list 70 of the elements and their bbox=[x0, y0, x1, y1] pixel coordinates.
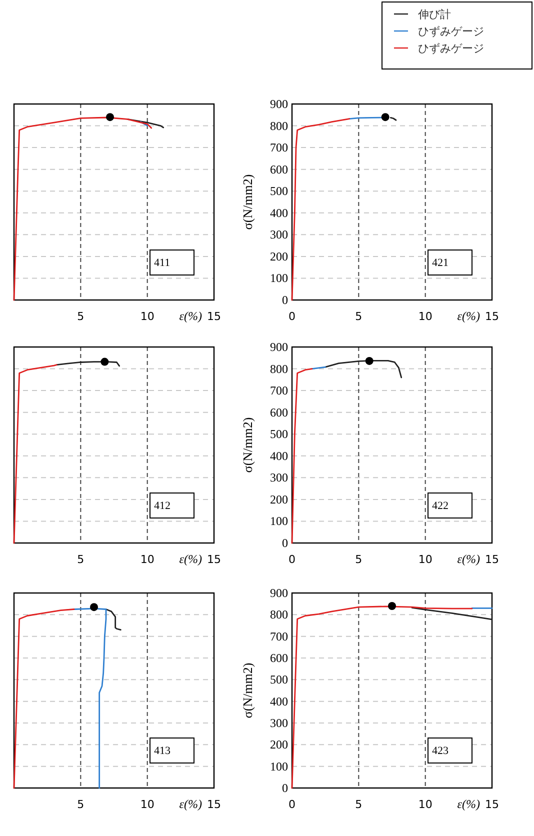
y-tick-label: 500 bbox=[270, 184, 288, 198]
y-tick-label: 700 bbox=[270, 140, 288, 155]
x-tick-label: 5 bbox=[77, 798, 84, 811]
y-tick-label: 700 bbox=[270, 384, 288, 398]
y-tick-label: 200 bbox=[270, 492, 288, 506]
x-tick-label: 5 bbox=[355, 798, 362, 811]
x-axis-title: ε(%) bbox=[179, 797, 202, 811]
y-tick-label: 300 bbox=[270, 716, 288, 730]
x-tick-label: 10 bbox=[418, 310, 432, 323]
y-tick-label: 700 bbox=[270, 629, 288, 644]
x-tick-label: 15 bbox=[207, 310, 221, 323]
y-tick-label: 0 bbox=[282, 293, 288, 307]
y-tick-label: 100 bbox=[270, 514, 288, 528]
x-tick-label: 5 bbox=[355, 310, 362, 323]
y-axis-title: σ(N/mm2) bbox=[240, 417, 255, 473]
y-axis-title: σ(N/mm2) bbox=[240, 662, 255, 718]
x-tick-label: 5 bbox=[77, 310, 84, 323]
x-tick-label: 10 bbox=[418, 798, 432, 811]
legend-label: 伸び計 bbox=[418, 8, 451, 21]
x-tick-label: 15 bbox=[485, 310, 499, 323]
line-series bbox=[291, 606, 473, 789]
y-tick-label: 800 bbox=[270, 608, 288, 622]
y-tick-label: 900 bbox=[270, 97, 288, 111]
y-tick-label: 900 bbox=[270, 586, 288, 600]
y-tick-label: 300 bbox=[270, 470, 288, 485]
x-tick-label: 15 bbox=[207, 798, 221, 811]
legend-label: ひずみゲージ bbox=[418, 42, 484, 55]
y-tick-label: 200 bbox=[270, 249, 288, 264]
annotation: 412 bbox=[154, 500, 170, 512]
y-tick-label: 400 bbox=[270, 694, 288, 708]
annotation: 413 bbox=[154, 745, 171, 757]
x-axis-title: ε(%) bbox=[179, 552, 202, 566]
x-tick-label: 15 bbox=[485, 553, 499, 566]
x-tick-label: 5 bbox=[355, 553, 362, 566]
line-series bbox=[411, 607, 493, 620]
y-tick-label: 400 bbox=[270, 206, 288, 220]
y-axis-title: σ(N/mm2) bbox=[240, 174, 255, 230]
x-tick-label: 10 bbox=[140, 553, 154, 566]
x-tick-label: 15 bbox=[207, 553, 221, 566]
y-tick-label: 0 bbox=[282, 536, 288, 550]
y-tick-label: 800 bbox=[270, 118, 288, 133]
y-tick-label: 600 bbox=[270, 405, 288, 420]
x-axis-title: ε(%) bbox=[457, 552, 480, 566]
y-tick-label: 100 bbox=[270, 271, 288, 286]
y-tick-label: 500 bbox=[270, 427, 288, 442]
line-series bbox=[291, 118, 350, 301]
y-tick-label: 600 bbox=[270, 651, 288, 665]
annotation: 423 bbox=[432, 745, 449, 757]
x-tick-label: 15 bbox=[485, 798, 499, 811]
y-tick-label: 900 bbox=[270, 340, 288, 354]
y-tick-label: 800 bbox=[270, 362, 288, 376]
y-tick-label: 300 bbox=[270, 228, 288, 242]
y-tick-label: 200 bbox=[270, 738, 288, 752]
x-tick-label: 10 bbox=[418, 553, 432, 566]
x-tick-label: 5 bbox=[77, 553, 84, 566]
annotation: 411 bbox=[154, 257, 170, 269]
y-tick-label: 500 bbox=[270, 672, 288, 687]
annotation: 421 bbox=[432, 257, 448, 269]
y-tick-label: 600 bbox=[270, 162, 288, 176]
x-axis-title: ε(%) bbox=[457, 309, 480, 323]
x-tick-label: 10 bbox=[140, 310, 154, 323]
annotation: 422 bbox=[432, 500, 448, 512]
y-tick-label: 0 bbox=[282, 781, 288, 795]
legend-label: ひずみゲージ bbox=[418, 25, 484, 38]
x-tick-label: 10 bbox=[140, 798, 154, 811]
y-tick-label: 400 bbox=[270, 448, 288, 463]
y-tick-label: 100 bbox=[270, 759, 288, 774]
x-axis-title: ε(%) bbox=[179, 309, 202, 323]
x-axis-title: ε(%) bbox=[457, 797, 480, 811]
line-series bbox=[291, 368, 313, 544]
